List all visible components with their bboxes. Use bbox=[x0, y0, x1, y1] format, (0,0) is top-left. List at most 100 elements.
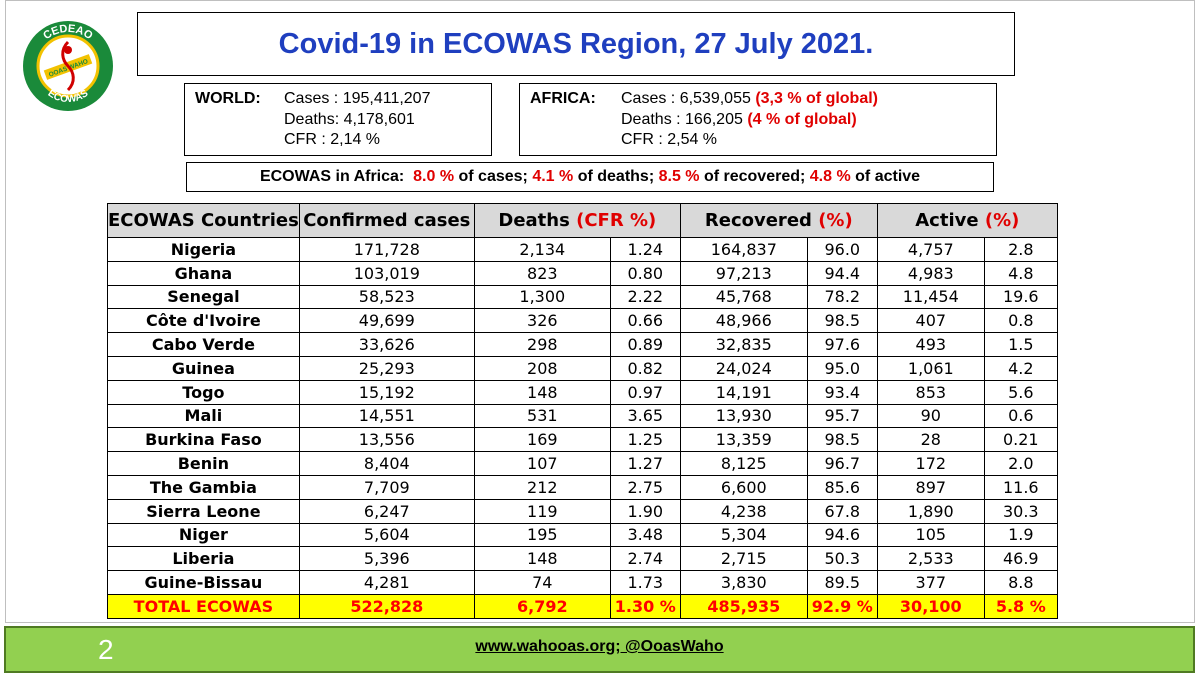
cell-country: Togo bbox=[107, 379, 300, 405]
cell-confirmed: 5,396 bbox=[298, 546, 475, 572]
cell-active-pct: 30.3 bbox=[983, 498, 1058, 524]
ecowas-summary-label: ECOWAS in Africa: bbox=[259, 168, 414, 185]
cell-confirmed: 6,247 bbox=[298, 498, 475, 524]
title-box: Covid-19 in ECOWAS Region, 27 July 2021. bbox=[137, 12, 1015, 76]
cell-recovered-pct: 94.6 bbox=[806, 522, 878, 548]
cell-active: 90 bbox=[876, 403, 985, 429]
cell-country: Benin bbox=[107, 451, 300, 476]
cell-country: Mali bbox=[107, 403, 300, 429]
total-confirmed: 522,828 bbox=[298, 593, 475, 619]
cell-deaths: 119 bbox=[473, 498, 611, 524]
cell-active: 493 bbox=[876, 332, 985, 357]
cell-recovered: 32,835 bbox=[679, 332, 808, 357]
table-row: Guinea 25,293 208 0.82 24,024 95.0 1,061 4.2 bbox=[107, 355, 1058, 381]
cell-recovered: 14,191 bbox=[679, 379, 808, 405]
table-row: Nigeria 171,728 2,134 1.24 164,837 96.0 4,757 2… bbox=[107, 237, 1058, 262]
cell-country: Guinea bbox=[107, 355, 300, 381]
africa-deaths: Deaths : 166,205 bbox=[621, 110, 743, 128]
cell-cfr: 0.66 bbox=[609, 308, 681, 334]
cell-country: Guine-Bissau bbox=[107, 570, 300, 595]
cell-confirmed: 25,293 bbox=[298, 355, 475, 381]
cell-cfr: 0.82 bbox=[609, 355, 681, 381]
ecowas-deaths-pct: 4.1 % bbox=[532, 168, 574, 185]
cell-deaths: 195 bbox=[473, 522, 611, 548]
cell-active: 1,061 bbox=[876, 355, 985, 381]
table-row: Niger 5,604 195 3.48 5,304 94.6 105 1.9 bbox=[107, 522, 1058, 548]
cell-recovered: 4,238 bbox=[679, 498, 808, 524]
ecowas-summary-box: ECOWAS in Africa: 8.0 % of cases; 4.1 % … bbox=[186, 162, 994, 192]
cell-country: Ghana bbox=[107, 260, 300, 286]
total-active: 30,100 bbox=[876, 593, 985, 619]
total-cfr: 1.30 % bbox=[609, 593, 681, 619]
cell-active: 4,757 bbox=[876, 237, 985, 262]
cell-recovered-pct: 89.5 bbox=[806, 570, 878, 595]
header-active: Active (%) bbox=[876, 203, 1058, 238]
ecowas-active-text: of active bbox=[850, 168, 921, 185]
world-deaths: Deaths: 4,178,601 bbox=[284, 110, 415, 128]
cell-deaths: 107 bbox=[473, 451, 611, 476]
cell-recovered: 13,930 bbox=[679, 403, 808, 429]
cell-cfr: 0.97 bbox=[609, 379, 681, 405]
table-row: Burkina Faso 13,556 169 1.25 13,359 98.5 28 0.2… bbox=[107, 427, 1058, 453]
cell-confirmed: 49,699 bbox=[298, 308, 475, 334]
ecowas-recovered-text: of recovered; bbox=[699, 168, 810, 185]
world-label: WORLD: bbox=[195, 90, 261, 107]
cell-country: Liberia bbox=[107, 546, 300, 572]
total-active-pct: 5.8 % bbox=[983, 593, 1058, 619]
cell-active: 172 bbox=[876, 451, 985, 476]
header-confirmed: Confirmed cases bbox=[298, 203, 475, 238]
cell-recovered-pct: 97.6 bbox=[806, 332, 878, 357]
footer-website-link[interactable]: www.wahooas.org; @OoasWaho bbox=[475, 638, 724, 655]
cell-recovered-pct: 67.8 bbox=[806, 498, 878, 524]
cell-recovered: 3,830 bbox=[679, 570, 808, 595]
cell-deaths: 823 bbox=[473, 260, 611, 286]
cell-cfr: 0.89 bbox=[609, 332, 681, 357]
ecowas-cases-pct: 8.0 % bbox=[413, 168, 455, 185]
cell-recovered-pct: 95.0 bbox=[806, 355, 878, 381]
page-number: 2 bbox=[98, 634, 114, 665]
cell-active-pct: 2.8 bbox=[983, 237, 1058, 262]
cell-recovered-pct: 93.4 bbox=[806, 379, 878, 405]
cell-confirmed: 15,192 bbox=[298, 379, 475, 405]
cell-recovered: 2,715 bbox=[679, 546, 808, 572]
africa-cases: Cases : 6,539,055 bbox=[621, 90, 751, 107]
cell-recovered-pct: 95.7 bbox=[806, 403, 878, 429]
cell-active-pct: 1.9 bbox=[983, 522, 1058, 548]
world-stats-box: WORLD: Cases : 195,411,207 Deaths: 4,178… bbox=[184, 83, 492, 156]
ecowas-cases-text: of cases; bbox=[454, 168, 533, 185]
cell-active: 407 bbox=[876, 308, 985, 334]
africa-cases-pct: (3,3 % of global) bbox=[755, 90, 878, 107]
logo-bottom-text: ECOWAS bbox=[46, 88, 91, 105]
africa-label: AFRICA: bbox=[530, 90, 596, 107]
cell-active: 105 bbox=[876, 522, 985, 548]
ecowas-active-pct: 4.8 % bbox=[809, 168, 851, 185]
cell-confirmed: 14,551 bbox=[298, 403, 475, 429]
cell-country: Senegal bbox=[107, 284, 300, 310]
cell-cfr: 2.75 bbox=[609, 474, 681, 500]
cell-recovered: 13,359 bbox=[679, 427, 808, 453]
cell-active-pct: 0.8 bbox=[983, 308, 1058, 334]
cell-active: 897 bbox=[876, 474, 985, 500]
svg-text:ECOWAS: ECOWAS bbox=[46, 88, 91, 105]
cell-recovered: 97,213 bbox=[679, 260, 808, 286]
slide-frame bbox=[5, 0, 1195, 623]
logo-top-text: CEDEAO bbox=[41, 23, 95, 43]
cell-deaths: 212 bbox=[473, 474, 611, 500]
cell-country: Nigeria bbox=[107, 237, 300, 262]
cell-cfr: 1.24 bbox=[609, 237, 681, 262]
header-recovered: Recovered (%) bbox=[679, 203, 878, 238]
cell-active: 1,890 bbox=[876, 498, 985, 524]
table-row: Liberia 5,396 148 2.74 2,715 50.3 2,533 46.9 bbox=[107, 546, 1058, 572]
cell-active-pct: 19.6 bbox=[983, 284, 1058, 310]
cell-active-pct: 11.6 bbox=[983, 474, 1058, 500]
table-total-row: TOTAL ECOWAS 522,828 6,792 1.30 % 485,935 92.… bbox=[107, 593, 1058, 619]
cell-cfr: 3.48 bbox=[609, 522, 681, 548]
table-row: Guine-Bissau 4,281 74 1.73 3,830 89.5 377 8.8 bbox=[107, 570, 1058, 595]
table-row: The Gambia 7,709 212 2.75 6,600 85.6 897 11.6 bbox=[107, 474, 1058, 500]
cell-deaths: 148 bbox=[473, 379, 611, 405]
cell-recovered-pct: 96.0 bbox=[806, 237, 878, 262]
cell-active-pct: 1.5 bbox=[983, 332, 1058, 357]
cell-cfr: 1.90 bbox=[609, 498, 681, 524]
table-row: Cabo Verde 33,626 298 0.89 32,835 97.6 493 1.5 bbox=[107, 332, 1058, 357]
cell-deaths: 169 bbox=[473, 427, 611, 453]
